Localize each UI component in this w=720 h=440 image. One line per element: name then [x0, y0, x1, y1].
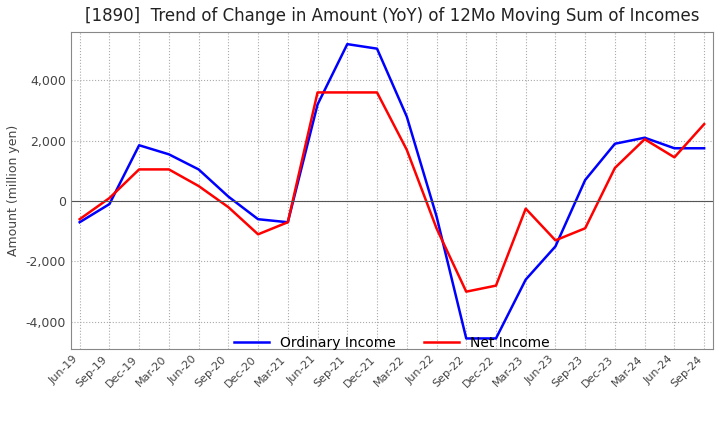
Ordinary Income: [402, 114, 411, 119]
Ordinary Income: [581, 177, 590, 183]
Net Income: [194, 183, 203, 189]
Net Income: [581, 226, 590, 231]
Net Income: [253, 232, 262, 237]
Ordinary Income: [194, 167, 203, 172]
Ordinary Income: [521, 277, 530, 282]
Ordinary Income: [670, 146, 679, 151]
Net Income: [373, 90, 382, 95]
Ordinary Income: [284, 220, 292, 225]
Title: [1890]  Trend of Change in Amount (YoY) of 12Mo Moving Sum of Incomes: [1890] Trend of Change in Amount (YoY) o…: [85, 7, 699, 25]
Ordinary Income: [224, 194, 233, 199]
Line: Net Income: Net Income: [80, 92, 704, 292]
Net Income: [521, 206, 530, 211]
Ordinary Income: [343, 41, 351, 47]
Ordinary Income: [611, 141, 619, 147]
Net Income: [700, 121, 708, 127]
Line: Ordinary Income: Ordinary Income: [80, 44, 704, 338]
Net Income: [492, 283, 500, 288]
Ordinary Income: [462, 336, 471, 341]
Ordinary Income: [165, 152, 174, 157]
Net Income: [76, 216, 84, 222]
Ordinary Income: [313, 102, 322, 107]
Ordinary Income: [135, 143, 143, 148]
Legend: Ordinary Income, Net Income: Ordinary Income, Net Income: [229, 330, 555, 356]
Net Income: [165, 167, 174, 172]
Net Income: [284, 220, 292, 225]
Net Income: [402, 147, 411, 152]
Ordinary Income: [551, 244, 559, 249]
Ordinary Income: [640, 135, 649, 140]
Ordinary Income: [253, 216, 262, 222]
Ordinary Income: [492, 336, 500, 341]
Y-axis label: Amount (million yen): Amount (million yen): [7, 125, 20, 256]
Net Income: [313, 90, 322, 95]
Ordinary Income: [105, 202, 114, 207]
Net Income: [551, 238, 559, 243]
Ordinary Income: [76, 220, 84, 225]
Net Income: [640, 136, 649, 142]
Net Income: [670, 155, 679, 160]
Ordinary Income: [373, 46, 382, 51]
Ordinary Income: [432, 213, 441, 219]
Net Income: [611, 165, 619, 171]
Net Income: [462, 289, 471, 294]
Ordinary Income: [700, 146, 708, 151]
Net Income: [135, 167, 143, 172]
Net Income: [224, 205, 233, 210]
Net Income: [432, 226, 441, 231]
Net Income: [105, 195, 114, 201]
Net Income: [343, 90, 351, 95]
